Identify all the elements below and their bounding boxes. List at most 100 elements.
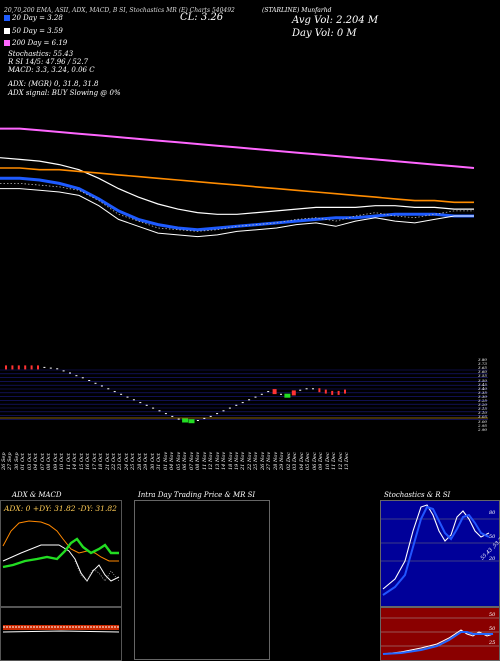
date-tick-label: 09 Dec <box>318 452 325 470</box>
legend-item-20day: 20 Day = 3.28 <box>4 14 63 22</box>
price-mark <box>88 380 91 381</box>
adx-signal-line: ADX signal: BUY Slowing @ 0% <box>8 89 121 97</box>
price-mark <box>49 367 52 369</box>
price-scale-label: 3.80 <box>478 357 487 362</box>
price-mark <box>284 393 291 398</box>
moving-average-chart <box>0 127 475 238</box>
legend-swatch-200day <box>4 40 10 46</box>
date-tick-label: 29 Oct <box>143 453 150 470</box>
ma-series-line <box>0 176 474 232</box>
price-scale-label: 2.95 <box>478 422 487 428</box>
macd-stat: MACD: 3.3, 3.24, 0.06 C <box>8 66 95 74</box>
date-tick-label: 12 Dec <box>337 452 344 470</box>
price-scale-label: 3.15 <box>478 406 487 412</box>
rsi-tick-low: 25 <box>489 640 496 646</box>
legend-label: 20 Day = 3.28 <box>12 14 63 22</box>
stoch-tick-50: 50 <box>489 534 496 540</box>
price-mark <box>81 377 84 379</box>
rsi-lines <box>381 617 499 655</box>
price-mark <box>280 393 282 395</box>
adx-green-line <box>2 537 119 569</box>
price-mark <box>196 420 199 421</box>
date-tick-label: 15 Oct <box>78 453 85 470</box>
price-scale-label: 3.50 <box>478 377 487 383</box>
price-mark <box>235 404 238 406</box>
rsi-tick-top: 50 <box>489 612 496 618</box>
ma-series-line <box>0 157 474 215</box>
date-tick-label: 06 Dec <box>311 452 318 470</box>
date-tick-label: 14 Nov <box>221 451 228 470</box>
price-mark <box>312 388 314 390</box>
price-mark <box>305 388 308 390</box>
price-scale-label: 3.55 <box>478 373 487 379</box>
price-mark <box>11 365 14 370</box>
price-mark <box>203 417 206 419</box>
price-mark <box>152 407 155 409</box>
price-scale-label: 3.25 <box>478 398 487 403</box>
stoch-d-line <box>382 505 490 596</box>
adx-lines <box>2 520 120 582</box>
price-mark <box>37 365 39 370</box>
price-scale-label: 3.10 <box>478 410 487 416</box>
date-tick-label: 04 Dec <box>298 452 305 470</box>
date-tick-label: 25 Oct <box>130 453 137 470</box>
date-tick-label: 31 Oct <box>156 453 163 470</box>
ma-series-line <box>0 127 475 169</box>
price-mark <box>324 389 327 394</box>
price-mark <box>182 418 189 423</box>
date-tick-label: 05 Nov <box>175 451 182 470</box>
price-mark <box>254 396 257 398</box>
price-mark <box>24 365 27 370</box>
date-tick-label: 13 Dec <box>344 452 350 470</box>
stoch-tick-20: 20 <box>489 556 496 562</box>
macd-signal-line <box>2 630 120 633</box>
stochastics-panel: 80 50 20 55.43 ,53.74 <box>380 500 500 607</box>
price-mark <box>337 390 340 395</box>
date-tick-label: 10 Oct <box>59 453 66 470</box>
price-scale-label: 3.45 <box>478 381 487 387</box>
stochastics-lines <box>381 504 499 596</box>
price-trend-chart <box>0 365 488 424</box>
price-mark <box>107 388 110 390</box>
price-line <box>0 188 474 238</box>
price-mark <box>241 402 244 404</box>
stoch-k-line <box>382 504 490 590</box>
date-tick-label: 17 Oct <box>91 453 98 470</box>
price-scale-label: 3.73 <box>478 361 487 367</box>
price-mark <box>216 413 219 415</box>
legend-label: 50 Day = 3.59 <box>12 27 63 35</box>
rsi-panel: 50 50 25 <box>380 607 500 661</box>
header-strip: 20,70,200 EMA, ASII, ADX, MACD, B SI, St… <box>4 7 235 14</box>
price-scale-label: 2.90 <box>478 426 487 432</box>
date-tick-label: 12 Nov <box>208 451 215 470</box>
legend-swatch-50day <box>4 28 10 34</box>
date-tick-label: 11 Oct <box>65 453 72 470</box>
adx-dotted-line <box>74 560 120 582</box>
price-mark <box>139 402 142 404</box>
price-mark <box>248 399 251 401</box>
date-tick-label: 01 Oct <box>20 453 27 470</box>
date-tick-label: 08 Oct <box>46 453 53 470</box>
price-mark <box>344 389 346 394</box>
price-mark <box>177 418 180 420</box>
date-tick-label: 04 Oct <box>33 453 40 470</box>
price-mark <box>331 390 334 395</box>
price-mark <box>30 365 33 370</box>
adx-values: ADX: 0 +DY: 31.82 -DY: 31.82 <box>4 504 117 513</box>
price-mark <box>272 389 277 395</box>
date-tick-label: 08 Nov <box>195 451 202 470</box>
price-mark <box>171 415 174 417</box>
legend-swatch-20day <box>4 15 10 21</box>
price-mark <box>126 396 129 398</box>
price-scale-label: 3.30 <box>478 393 487 399</box>
price-mark <box>56 368 59 370</box>
ema-orange-line <box>0 167 474 204</box>
adx-orange-line <box>2 520 119 562</box>
rsi-stat: R SI 14/5: 47.96 / 52.7 <box>8 58 89 66</box>
macd-panel <box>0 607 122 661</box>
price-mark <box>318 388 321 393</box>
price-mark <box>291 390 296 396</box>
price-scale-label: 3.20 <box>478 402 487 408</box>
price-mark <box>100 385 103 387</box>
day-volume: Day Vol: 0 M <box>292 28 357 39</box>
